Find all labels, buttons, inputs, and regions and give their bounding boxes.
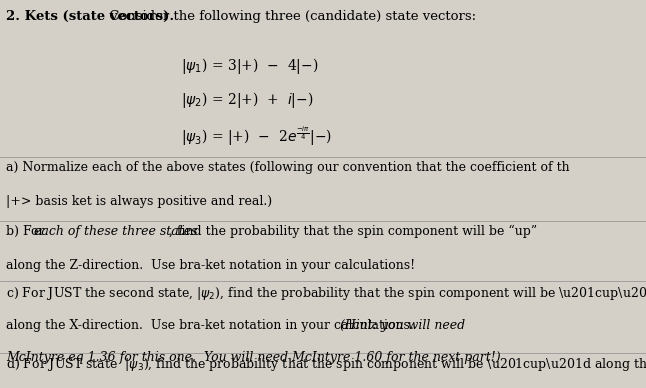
Text: Consider the following three (candidate) state vectors:: Consider the following three (candidate)… — [105, 10, 475, 23]
Text: |$\psi_2$) = 2|+)  +  $i$|$-$): |$\psi_2$) = 2|+) + $i$|$-$) — [181, 90, 313, 111]
Text: c) For JUST the second state, |$\psi_2$), find the probability that the spin com: c) For JUST the second state, |$\psi_2$)… — [6, 285, 646, 302]
Text: along the X-direction.  Use bra-ket notation in your calculations.: along the X-direction. Use bra-ket notat… — [6, 319, 422, 333]
Text: a) Normalize each of the above states (following our convention that the coeffic: a) Normalize each of the above states (f… — [6, 161, 570, 174]
Text: |$\psi_3$) = |+)  $-$  2$e^{\frac{-i\pi}{4}}$|$-$): |$\psi_3$) = |+) $-$ 2$e^{\frac{-i\pi}{4… — [181, 125, 332, 148]
Text: 2. Kets (state vectors).: 2. Kets (state vectors). — [6, 10, 174, 23]
Text: each of these three states: each of these three states — [34, 225, 198, 238]
Text: b) For: b) For — [6, 225, 49, 238]
Text: |+> basis ket is always positive and real.): |+> basis ket is always positive and rea… — [6, 195, 273, 208]
Text: McIntyre eq 1.36 for this one.  You will need McIntyre 1.60 for the next part!): McIntyre eq 1.36 for this one. You will … — [6, 351, 501, 364]
Text: d) For JUST state  |$\psi_3$), find the probability that the spin component will: d) For JUST state |$\psi_3$), find the p… — [6, 356, 646, 373]
Text: along the Z-direction.  Use bra-ket notation in your calculations!: along the Z-direction. Use bra-ket notat… — [6, 259, 416, 272]
Text: |$\psi_1$) = 3|+)  $-$  4|$-$): |$\psi_1$) = 3|+) $-$ 4|$-$) — [181, 56, 318, 76]
Text: , find the probability that the spin component will be “up”: , find the probability that the spin com… — [169, 225, 537, 238]
Text: (Hint: you will need: (Hint: you will need — [340, 319, 465, 333]
